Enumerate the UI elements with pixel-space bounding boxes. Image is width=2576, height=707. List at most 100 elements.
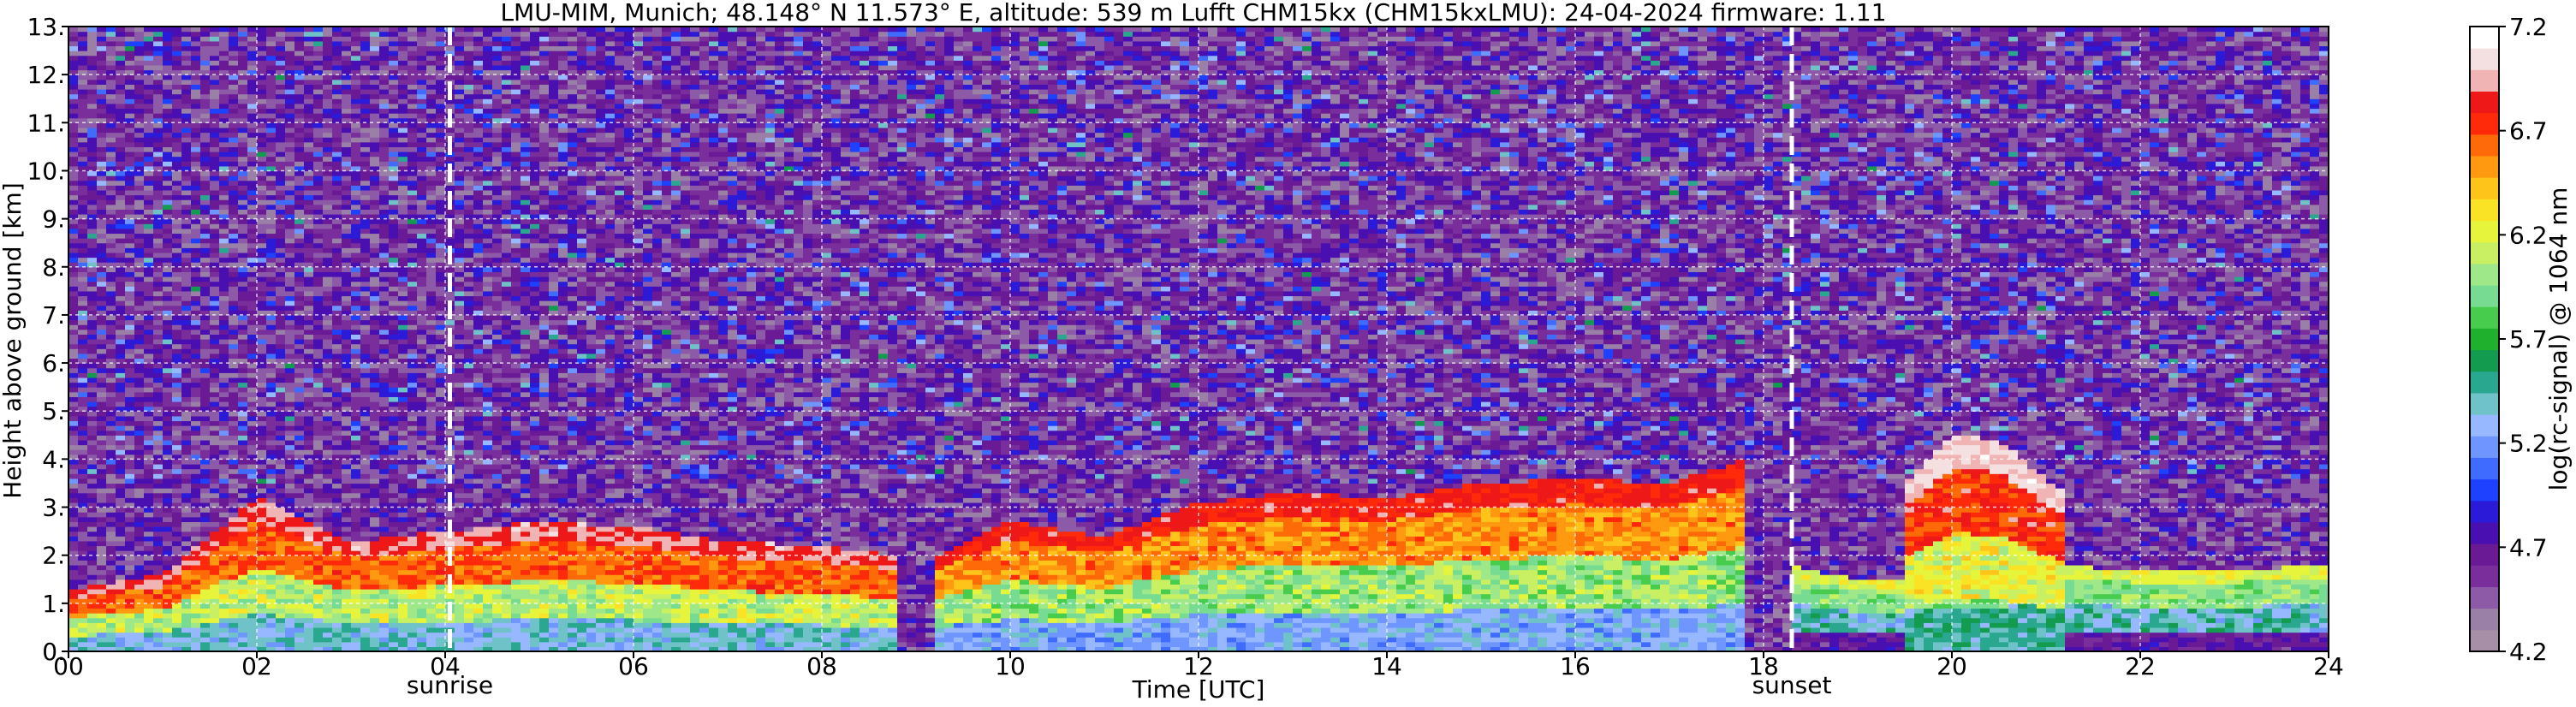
heatmap-cell — [276, 363, 286, 369]
heatmap-cell — [370, 488, 380, 494]
heatmap-cell — [257, 113, 267, 119]
heatmap-cell — [323, 127, 333, 134]
heatmap-cell — [247, 40, 258, 47]
heatmap-cell — [417, 396, 427, 402]
heatmap-cell — [304, 632, 314, 638]
heatmap-cell — [398, 478, 408, 484]
heatmap-cell — [106, 74, 116, 80]
heatmap-cell — [238, 103, 248, 110]
heatmap-cell — [238, 50, 248, 56]
heatmap-cell — [379, 497, 390, 503]
heatmap-cell — [116, 141, 126, 147]
heatmap-cell — [304, 358, 314, 364]
heatmap-cell — [78, 79, 88, 85]
heatmap-cell — [351, 122, 361, 128]
heatmap-cell — [294, 584, 305, 590]
heatmap-cell — [294, 382, 305, 388]
heatmap-cell — [134, 36, 145, 42]
heatmap-cell — [87, 608, 98, 614]
heatmap-cell — [285, 113, 295, 119]
heatmap-cell — [342, 98, 352, 104]
heatmap-cell — [163, 113, 173, 119]
heatmap-cell — [276, 175, 286, 181]
heatmap-cell — [229, 141, 239, 147]
heatmap-cell — [285, 141, 295, 147]
heatmap-cell — [229, 276, 239, 282]
heatmap-cell — [285, 36, 295, 42]
heatmap-cell — [153, 430, 164, 436]
heatmap-cell — [68, 228, 79, 235]
heatmap-cell — [417, 127, 427, 134]
heatmap-cell — [370, 276, 380, 282]
heatmap-cell — [266, 430, 277, 436]
heatmap-cell — [285, 435, 295, 441]
heatmap-cell — [144, 271, 154, 277]
heatmap-cell — [408, 512, 418, 518]
heatmap-cell — [229, 132, 239, 138]
heatmap-cell — [144, 430, 154, 436]
heatmap-cell — [398, 170, 408, 176]
heatmap-cell — [360, 415, 371, 422]
heatmap-cell — [106, 50, 116, 56]
heatmap-cell — [285, 252, 295, 258]
heatmap-cell — [294, 411, 305, 417]
heatmap-cell — [276, 425, 286, 431]
heatmap-cell — [172, 637, 182, 643]
heatmap-cell — [144, 454, 154, 460]
heatmap-cell — [285, 391, 295, 397]
heatmap-cell — [238, 348, 248, 354]
heatmap-cell — [323, 36, 333, 42]
heatmap-cell — [313, 339, 324, 345]
heatmap-cell — [266, 632, 277, 638]
heatmap-cell — [247, 627, 258, 633]
heatmap-cell — [116, 238, 126, 244]
heatmap-cell — [304, 209, 314, 215]
heatmap-cell — [219, 300, 229, 306]
heatmap-cell — [200, 353, 211, 359]
heatmap-cell — [97, 382, 107, 388]
heatmap-cell — [200, 271, 211, 277]
heatmap-cell — [210, 473, 220, 479]
heatmap-cell — [332, 540, 342, 547]
heatmap-cell — [370, 113, 380, 119]
heatmap-cell — [116, 180, 126, 186]
heatmap-cell — [379, 598, 390, 604]
heatmap-cell — [257, 156, 267, 162]
heatmap-cell — [426, 396, 437, 402]
heatmap-cell — [417, 50, 427, 56]
heatmap-cell — [68, 406, 79, 412]
heatmap-cell — [351, 459, 361, 465]
heatmap-cell — [247, 247, 258, 253]
heatmap-cell — [200, 98, 211, 104]
heatmap-cell — [78, 353, 88, 359]
heatmap-cell — [219, 406, 229, 412]
heatmap-cell — [134, 526, 145, 532]
heatmap-cell — [78, 84, 88, 90]
heatmap-cell — [247, 613, 258, 619]
heatmap-cell — [379, 108, 390, 114]
heatmap-cell — [106, 372, 116, 378]
heatmap-cell — [200, 483, 211, 489]
heatmap-cell — [153, 55, 164, 61]
heatmap-cell — [417, 185, 427, 191]
heatmap-cell — [200, 382, 211, 388]
heatmap-cell — [172, 152, 182, 157]
heatmap-cell — [332, 266, 342, 272]
heatmap-cell — [153, 617, 164, 623]
heatmap-cell — [116, 617, 126, 623]
heatmap-cell — [97, 613, 107, 619]
heatmap-cell — [116, 170, 126, 176]
heatmap-cell — [360, 113, 371, 119]
heatmap-cell — [304, 454, 314, 460]
heatmap-cell — [163, 89, 173, 95]
heatmap-cell — [313, 113, 324, 119]
heatmap-cell — [257, 459, 267, 465]
heatmap-cell — [408, 415, 418, 422]
heatmap-cell — [229, 526, 239, 532]
heatmap-cell — [389, 319, 399, 325]
heatmap-cell — [153, 108, 164, 114]
heatmap-cell — [219, 430, 229, 436]
heatmap-cell — [87, 401, 98, 407]
heatmap-cell — [172, 584, 182, 590]
heatmap-cell — [417, 367, 427, 373]
